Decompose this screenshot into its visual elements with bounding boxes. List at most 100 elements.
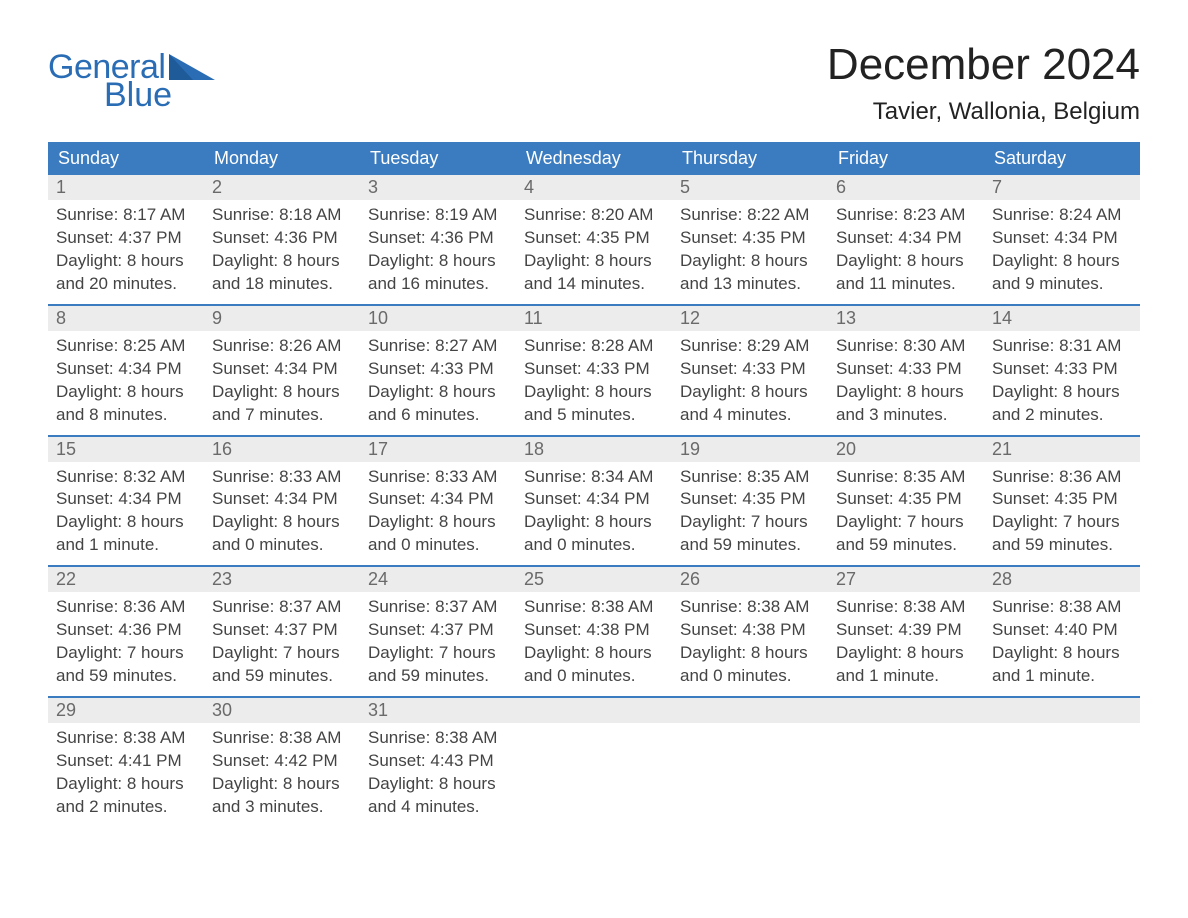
- day-number: [828, 698, 984, 723]
- daylight-line: Daylight: 8 hours and 7 minutes.: [212, 381, 352, 427]
- daylight-line: Daylight: 7 hours and 59 minutes.: [56, 642, 196, 688]
- daylight-line: Daylight: 8 hours and 0 minutes.: [368, 511, 508, 557]
- day-cell: 12Sunrise: 8:29 AMSunset: 4:33 PMDayligh…: [672, 306, 828, 436]
- daylight-line: Daylight: 8 hours and 6 minutes.: [368, 381, 508, 427]
- sunset-line: Sunset: 4:35 PM: [680, 488, 820, 511]
- sunrise-line: Sunrise: 8:37 AM: [212, 596, 352, 619]
- daylight-line: Daylight: 7 hours and 59 minutes.: [680, 511, 820, 557]
- day-number: 30: [204, 698, 360, 723]
- day-details: Sunrise: 8:38 AMSunset: 4:40 PMDaylight:…: [984, 592, 1140, 696]
- day-number: 28: [984, 567, 1140, 592]
- day-cell: [984, 698, 1140, 827]
- sunset-line: Sunset: 4:38 PM: [680, 619, 820, 642]
- sunset-line: Sunset: 4:34 PM: [836, 227, 976, 250]
- day-details: Sunrise: 8:23 AMSunset: 4:34 PMDaylight:…: [828, 200, 984, 304]
- day-cell: 1Sunrise: 8:17 AMSunset: 4:37 PMDaylight…: [48, 175, 204, 305]
- day-number: 17: [360, 437, 516, 462]
- day-cell: 5Sunrise: 8:22 AMSunset: 4:35 PMDaylight…: [672, 175, 828, 305]
- sunset-line: Sunset: 4:33 PM: [368, 358, 508, 381]
- daylight-line: Daylight: 8 hours and 1 minute.: [836, 642, 976, 688]
- day-cell: 7Sunrise: 8:24 AMSunset: 4:34 PMDaylight…: [984, 175, 1140, 305]
- day-number: 19: [672, 437, 828, 462]
- sunrise-line: Sunrise: 8:18 AM: [212, 204, 352, 227]
- sunrise-line: Sunrise: 8:27 AM: [368, 335, 508, 358]
- sunrise-line: Sunrise: 8:24 AM: [992, 204, 1132, 227]
- day-details: Sunrise: 8:26 AMSunset: 4:34 PMDaylight:…: [204, 331, 360, 435]
- col-monday: Monday: [204, 142, 360, 175]
- day-number: 8: [48, 306, 204, 331]
- col-tuesday: Tuesday: [360, 142, 516, 175]
- sunset-line: Sunset: 4:35 PM: [992, 488, 1132, 511]
- day-cell: 24Sunrise: 8:37 AMSunset: 4:37 PMDayligh…: [360, 567, 516, 697]
- daylight-line: Daylight: 7 hours and 59 minutes.: [212, 642, 352, 688]
- day-cell: 15Sunrise: 8:32 AMSunset: 4:34 PMDayligh…: [48, 437, 204, 567]
- day-number: 26: [672, 567, 828, 592]
- day-details: Sunrise: 8:30 AMSunset: 4:33 PMDaylight:…: [828, 331, 984, 435]
- sunset-line: Sunset: 4:36 PM: [212, 227, 352, 250]
- sunset-line: Sunset: 4:34 PM: [212, 488, 352, 511]
- weekday-header-row: Sunday Monday Tuesday Wednesday Thursday…: [48, 142, 1140, 175]
- sunrise-line: Sunrise: 8:17 AM: [56, 204, 196, 227]
- day-number: 7: [984, 175, 1140, 200]
- day-number: 14: [984, 306, 1140, 331]
- day-details: Sunrise: 8:33 AMSunset: 4:34 PMDaylight:…: [360, 462, 516, 566]
- sunset-line: Sunset: 4:37 PM: [56, 227, 196, 250]
- daylight-line: Daylight: 8 hours and 3 minutes.: [836, 381, 976, 427]
- day-cell: 6Sunrise: 8:23 AMSunset: 4:34 PMDaylight…: [828, 175, 984, 305]
- day-details: Sunrise: 8:38 AMSunset: 4:38 PMDaylight:…: [672, 592, 828, 696]
- day-details: Sunrise: 8:38 AMSunset: 4:43 PMDaylight:…: [360, 723, 516, 827]
- sunrise-line: Sunrise: 8:38 AM: [524, 596, 664, 619]
- day-details: Sunrise: 8:37 AMSunset: 4:37 PMDaylight:…: [360, 592, 516, 696]
- sunset-line: Sunset: 4:43 PM: [368, 750, 508, 773]
- day-number: 25: [516, 567, 672, 592]
- day-cell: 8Sunrise: 8:25 AMSunset: 4:34 PMDaylight…: [48, 306, 204, 436]
- logo-word2: Blue: [104, 78, 215, 112]
- sunrise-line: Sunrise: 8:35 AM: [836, 466, 976, 489]
- col-friday: Friday: [828, 142, 984, 175]
- day-details: Sunrise: 8:38 AMSunset: 4:38 PMDaylight:…: [516, 592, 672, 696]
- day-details: Sunrise: 8:35 AMSunset: 4:35 PMDaylight:…: [672, 462, 828, 566]
- day-number: 9: [204, 306, 360, 331]
- sunrise-line: Sunrise: 8:23 AM: [836, 204, 976, 227]
- day-number: 4: [516, 175, 672, 200]
- day-details: Sunrise: 8:20 AMSunset: 4:35 PMDaylight:…: [516, 200, 672, 304]
- sunrise-line: Sunrise: 8:26 AM: [212, 335, 352, 358]
- day-number: 21: [984, 437, 1140, 462]
- day-details: Sunrise: 8:33 AMSunset: 4:34 PMDaylight:…: [204, 462, 360, 566]
- daylight-line: Daylight: 8 hours and 13 minutes.: [680, 250, 820, 296]
- day-number: 12: [672, 306, 828, 331]
- day-number: 5: [672, 175, 828, 200]
- day-cell: [828, 698, 984, 827]
- col-saturday: Saturday: [984, 142, 1140, 175]
- daylight-line: Daylight: 8 hours and 18 minutes.: [212, 250, 352, 296]
- day-cell: 9Sunrise: 8:26 AMSunset: 4:34 PMDaylight…: [204, 306, 360, 436]
- day-details: Sunrise: 8:17 AMSunset: 4:37 PMDaylight:…: [48, 200, 204, 304]
- day-number: [984, 698, 1140, 723]
- day-cell: 23Sunrise: 8:37 AMSunset: 4:37 PMDayligh…: [204, 567, 360, 697]
- day-cell: 28Sunrise: 8:38 AMSunset: 4:40 PMDayligh…: [984, 567, 1140, 697]
- week-row: 1Sunrise: 8:17 AMSunset: 4:37 PMDaylight…: [48, 175, 1140, 305]
- sunset-line: Sunset: 4:36 PM: [368, 227, 508, 250]
- location-subtitle: Tavier, Wallonia, Belgium: [827, 98, 1140, 126]
- day-cell: 20Sunrise: 8:35 AMSunset: 4:35 PMDayligh…: [828, 437, 984, 567]
- daylight-line: Daylight: 7 hours and 59 minutes.: [836, 511, 976, 557]
- sunset-line: Sunset: 4:35 PM: [524, 227, 664, 250]
- day-cell: [516, 698, 672, 827]
- day-cell: 27Sunrise: 8:38 AMSunset: 4:39 PMDayligh…: [828, 567, 984, 697]
- week-row: 8Sunrise: 8:25 AMSunset: 4:34 PMDaylight…: [48, 306, 1140, 436]
- day-details: Sunrise: 8:24 AMSunset: 4:34 PMDaylight:…: [984, 200, 1140, 304]
- day-cell: 26Sunrise: 8:38 AMSunset: 4:38 PMDayligh…: [672, 567, 828, 697]
- sunset-line: Sunset: 4:34 PM: [212, 358, 352, 381]
- day-cell: 11Sunrise: 8:28 AMSunset: 4:33 PMDayligh…: [516, 306, 672, 436]
- sunrise-line: Sunrise: 8:28 AM: [524, 335, 664, 358]
- daylight-line: Daylight: 7 hours and 59 minutes.: [368, 642, 508, 688]
- sunset-line: Sunset: 4:42 PM: [212, 750, 352, 773]
- day-number: 22: [48, 567, 204, 592]
- day-details: Sunrise: 8:38 AMSunset: 4:42 PMDaylight:…: [204, 723, 360, 827]
- week-row: 15Sunrise: 8:32 AMSunset: 4:34 PMDayligh…: [48, 437, 1140, 567]
- day-number: 3: [360, 175, 516, 200]
- day-number: 1: [48, 175, 204, 200]
- day-number: 27: [828, 567, 984, 592]
- sunrise-line: Sunrise: 8:29 AM: [680, 335, 820, 358]
- col-wednesday: Wednesday: [516, 142, 672, 175]
